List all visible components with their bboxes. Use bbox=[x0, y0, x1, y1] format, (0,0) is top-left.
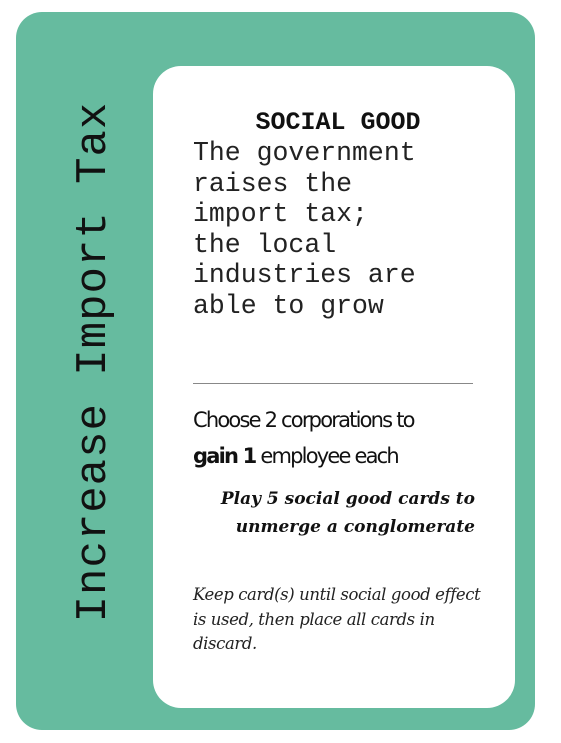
note-text: Keep card(s) until social good effect is… bbox=[193, 585, 481, 653]
effect-line-2: employee each bbox=[255, 444, 399, 468]
effect-amount: gain 1 bbox=[193, 444, 257, 468]
card-face: SOCIAL GOOD The government raises the im… bbox=[153, 66, 515, 708]
card-type: SOCIAL GOOD bbox=[255, 108, 421, 137]
effect-text: Choose 2 corporations to gain 1 employee… bbox=[193, 402, 483, 474]
card-name: Increase Import Tax bbox=[69, 101, 119, 623]
bonus-text: Play 5 social good cards to unmerge a co… bbox=[220, 489, 475, 537]
flavor-text: The government raises the import tax; th… bbox=[193, 138, 416, 321]
effect-line-1: Choose 2 corporations to bbox=[193, 408, 415, 432]
game-card[interactable]: Increase Import Tax SOCIAL GOOD The gove… bbox=[16, 12, 535, 730]
divider bbox=[193, 383, 473, 384]
